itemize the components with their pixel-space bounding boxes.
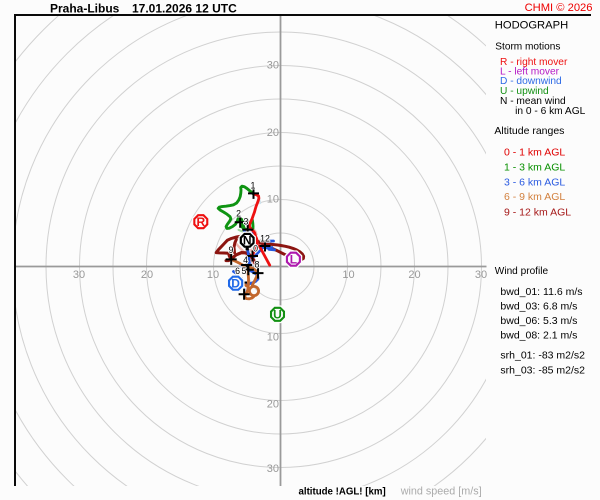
svg-text:10: 10 <box>342 269 354 281</box>
svg-text:4: 4 <box>243 255 248 265</box>
svg-text:CHMI © 2026: CHMI © 2026 <box>525 2 593 14</box>
svg-text:bwd_03: 6.8 m/s: bwd_03: 6.8 m/s <box>500 300 577 312</box>
svg-text:N: N <box>243 233 252 247</box>
svg-text:bwd_06: 5.3 m/s: bwd_06: 5.3 m/s <box>500 315 577 327</box>
svg-text:D: D <box>231 277 240 291</box>
svg-text:bwd_01: 11.6 m/s: bwd_01: 11.6 m/s <box>500 286 582 298</box>
svg-text:3 - 6 km AGL: 3 - 6 km AGL <box>504 176 565 188</box>
svg-text:Wind profile: Wind profile <box>495 266 549 277</box>
svg-text:srh_03: -85 m2/s2: srh_03: -85 m2/s2 <box>500 364 585 376</box>
svg-text:17.01.2026 12 UTC: 17.01.2026 12 UTC <box>132 2 237 16</box>
svg-text:20: 20 <box>267 399 279 411</box>
svg-text:1: 1 <box>250 180 255 190</box>
svg-text:D - downwind: D - downwind <box>500 76 562 87</box>
svg-text:3: 3 <box>243 216 248 226</box>
svg-text:U: U <box>273 308 282 322</box>
svg-text:5: 5 <box>242 266 247 276</box>
svg-text:srh_01: -83 m2/s2: srh_01: -83 m2/s2 <box>500 350 585 362</box>
svg-text:L: L <box>290 253 297 267</box>
svg-text:Praha-Libus: Praha-Libus <box>50 2 120 16</box>
svg-text:0: 0 <box>253 244 258 254</box>
svg-text:10: 10 <box>207 269 219 281</box>
svg-text:N - mean wind: N - mean wind <box>500 96 566 107</box>
svg-text:U - upwind: U - upwind <box>500 86 549 97</box>
svg-text:wind speed [m/s]: wind speed [m/s] <box>400 486 482 498</box>
svg-text:10: 10 <box>267 193 279 205</box>
svg-text:2: 2 <box>236 208 241 218</box>
svg-text:30: 30 <box>475 269 487 281</box>
svg-text:30: 30 <box>267 463 279 475</box>
svg-text:20: 20 <box>408 269 420 281</box>
svg-text:R - right mover: R - right mover <box>500 57 568 68</box>
svg-text:altitude !AGL! [km]: altitude !AGL! [km] <box>299 487 386 498</box>
svg-text:8: 8 <box>255 260 260 270</box>
svg-text:Altitude ranges: Altitude ranges <box>494 125 564 137</box>
svg-text:10: 10 <box>267 332 279 344</box>
svg-text:0 - 1 km AGL: 0 - 1 km AGL <box>504 147 565 159</box>
svg-text:bwd_08: 2.1 m/s: bwd_08: 2.1 m/s <box>500 330 577 342</box>
svg-text:9: 9 <box>228 245 233 255</box>
svg-text:1 - 3 km AGL: 1 - 3 km AGL <box>504 161 565 173</box>
svg-text:HODOGRAPH: HODOGRAPH <box>495 20 568 32</box>
svg-text:Storm motions: Storm motions <box>495 42 560 53</box>
svg-text:30: 30 <box>267 60 279 72</box>
svg-text:20: 20 <box>267 127 279 139</box>
svg-text:R: R <box>196 215 205 229</box>
svg-text:6: 6 <box>235 266 240 276</box>
svg-text:20: 20 <box>141 269 153 281</box>
svg-text:30: 30 <box>73 269 85 281</box>
svg-text:6 - 9 km AGL: 6 - 9 km AGL <box>504 191 565 203</box>
svg-text:12: 12 <box>260 234 270 244</box>
svg-text:in 0 - 6 km AGL: in 0 - 6 km AGL <box>515 106 586 117</box>
svg-text:9 - 12 km AGL: 9 - 12 km AGL <box>504 206 571 218</box>
svg-text:L - left mover: L - left mover <box>500 67 560 78</box>
